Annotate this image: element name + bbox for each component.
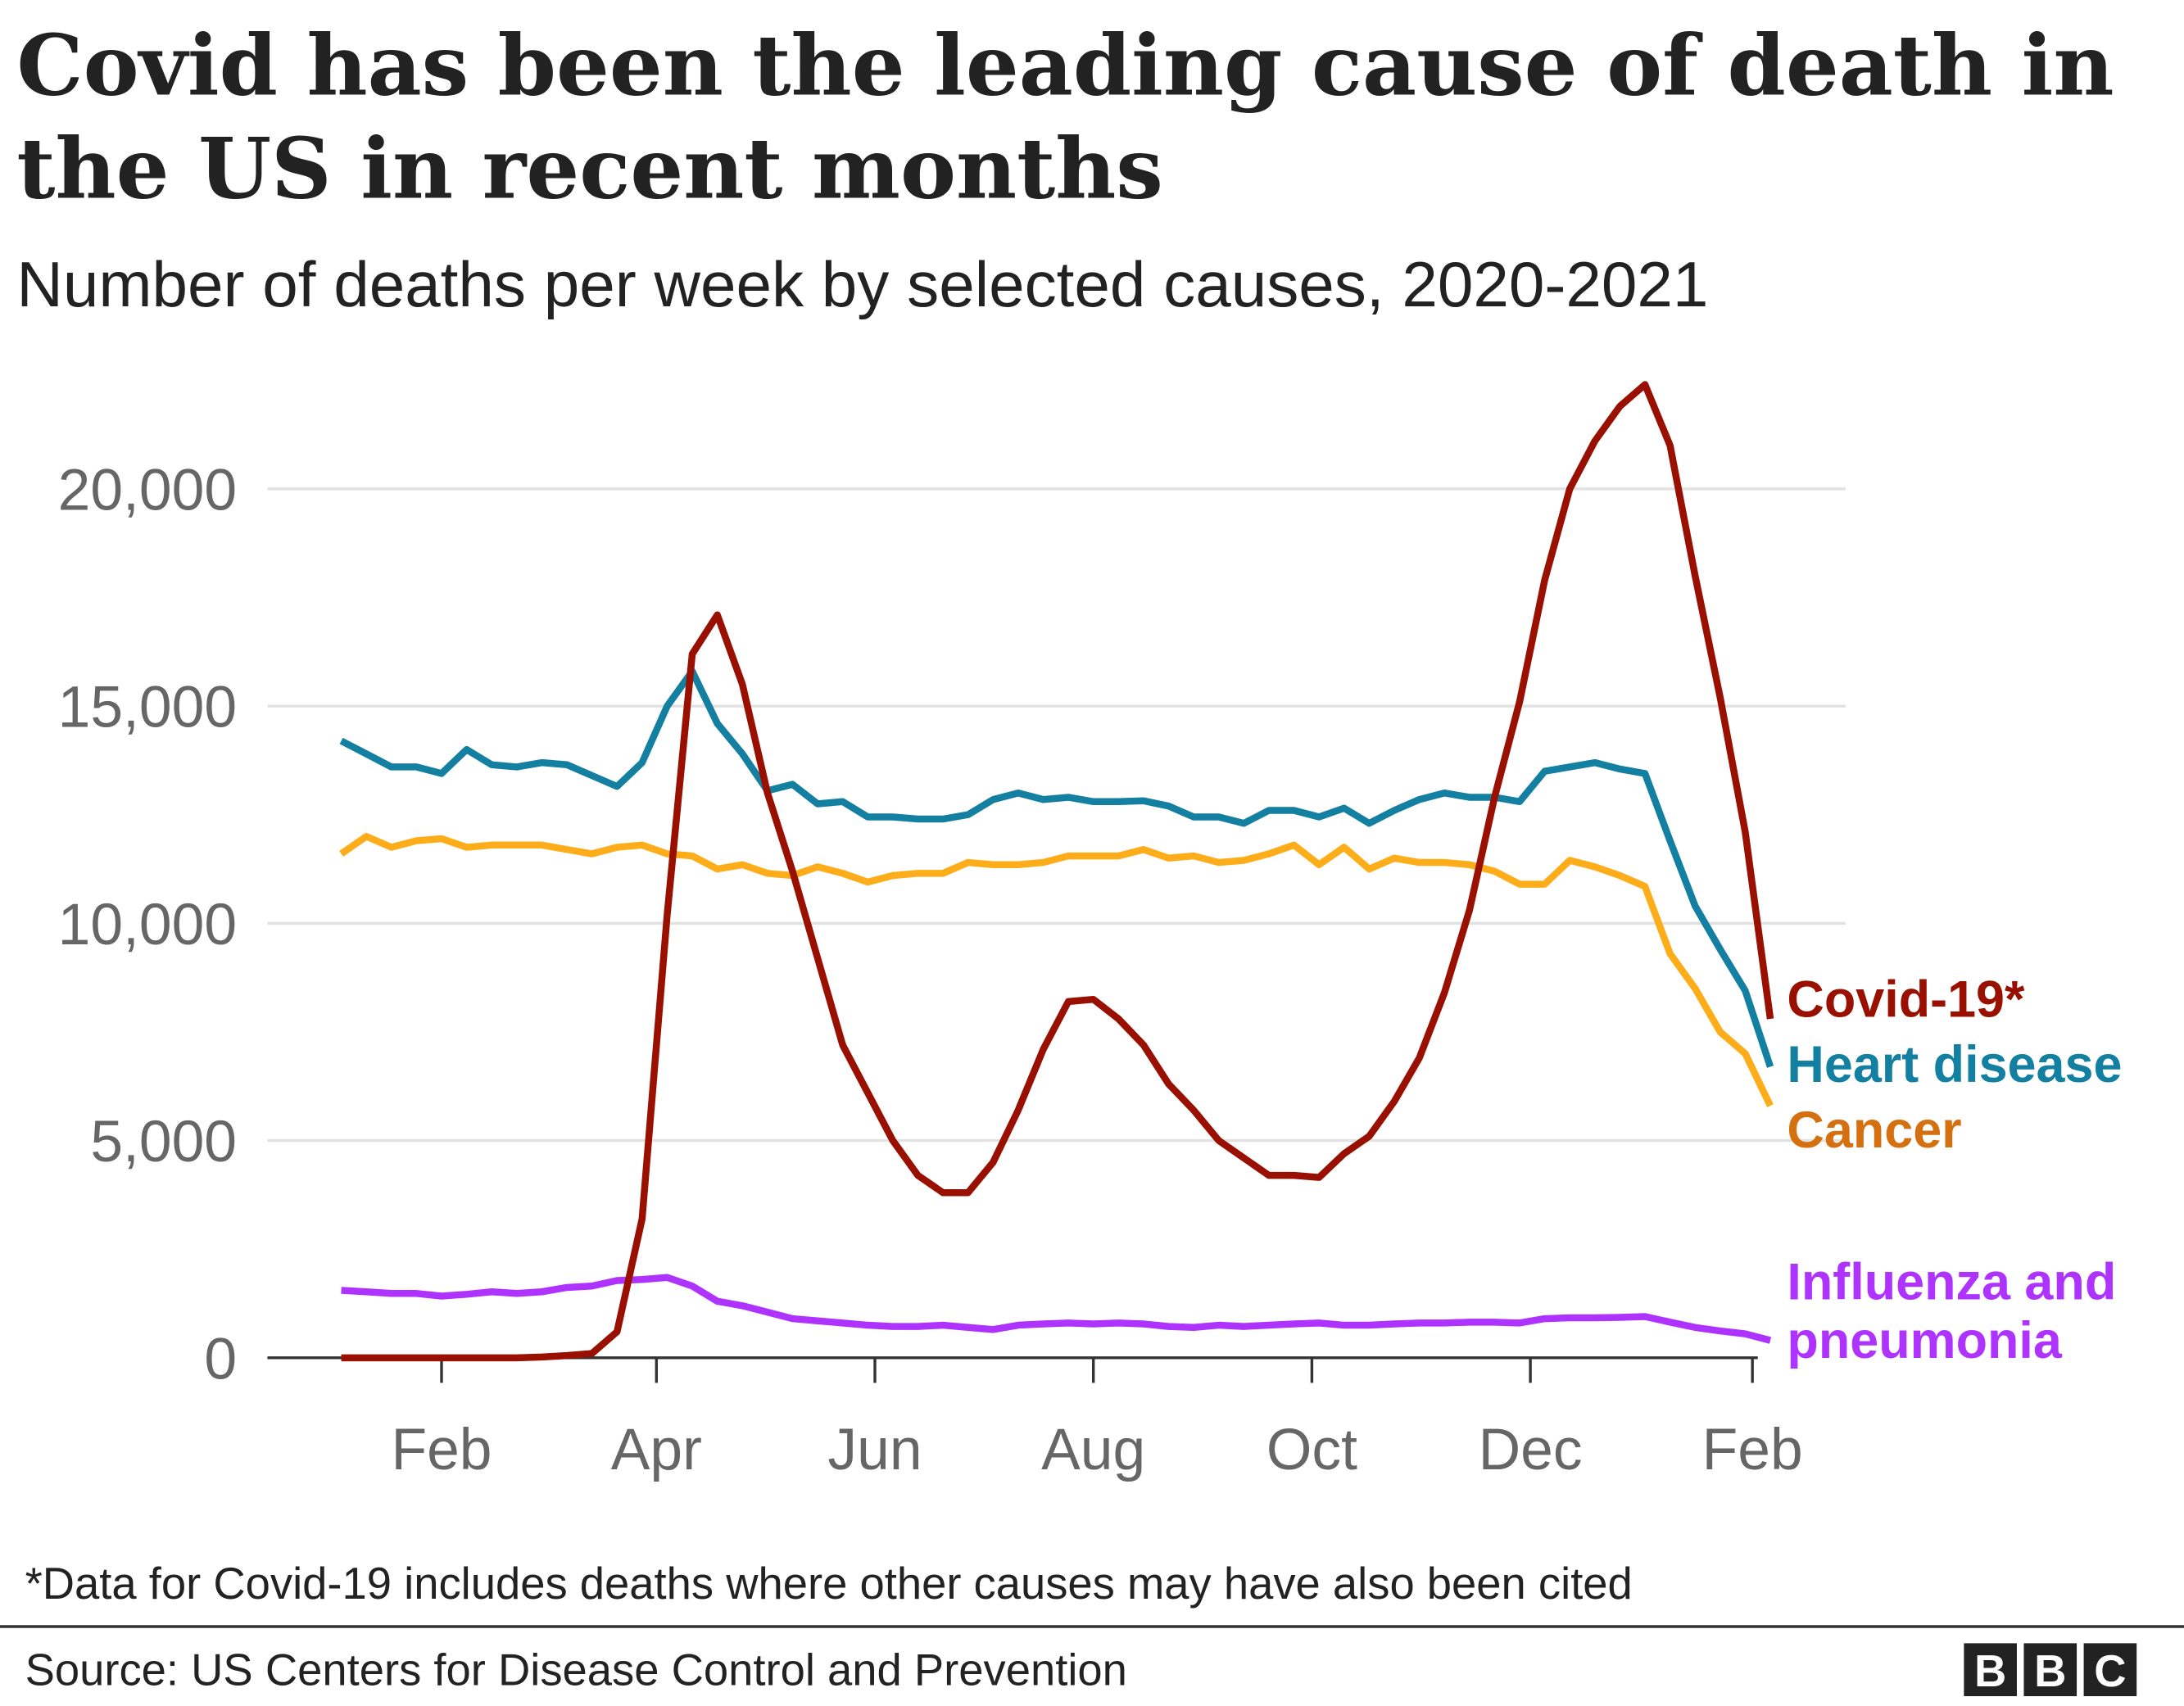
chart-subtitle: Number of deaths per week by selected ca… bbox=[16, 248, 1708, 320]
x-axis: Feb Apr Jun Aug Oct Dec Feb bbox=[391, 1357, 1803, 1482]
y-tick-label: 15,000 bbox=[58, 675, 237, 740]
gridlines bbox=[267, 487, 1846, 1143]
x-tick-label: Dec bbox=[1479, 1417, 1583, 1482]
series-line-cancer bbox=[339, 833, 1774, 1107]
svg-text:C: C bbox=[2094, 1646, 2126, 1696]
x-tick-label: Jun bbox=[827, 1417, 922, 1482]
legend-label: Heart disease bbox=[1787, 1036, 2122, 1093]
x-tick-label: Feb bbox=[391, 1417, 492, 1482]
footnote: *Data for Covid-19 includes deaths where… bbox=[25, 1559, 1633, 1609]
source-text: Source: US Centers for Disease Control a… bbox=[25, 1645, 1127, 1695]
series-line-influenza-and-pneumonia bbox=[341, 1274, 1772, 1344]
legend-label: pneumonia bbox=[1787, 1312, 2062, 1369]
bbc-logo: B B C bbox=[1964, 1643, 2137, 1696]
legend: Covid-19* Heart disease Cancer Influenza an… bbox=[1787, 971, 2122, 1369]
y-axis: 0 5,000 10,000 15,000 20,000 bbox=[58, 457, 237, 1391]
y-tick-label: 20,000 bbox=[58, 457, 237, 523]
y-tick-label: 0 bbox=[204, 1326, 237, 1391]
y-tick-label: 5,000 bbox=[90, 1109, 237, 1174]
svg-text:B: B bbox=[2034, 1646, 2066, 1696]
svg-text:B: B bbox=[1974, 1646, 2006, 1696]
series-lines bbox=[339, 381, 1774, 1362]
series-line-covid-19 bbox=[341, 381, 1774, 1362]
x-tick-label: Apr bbox=[611, 1417, 702, 1482]
x-tick-label: Oct bbox=[1266, 1417, 1357, 1482]
y-tick-label: 10,000 bbox=[58, 892, 237, 957]
chart-title-line-1: Covid has been the leading cause of deat… bbox=[16, 17, 2114, 115]
legend-label: Influenza and bbox=[1787, 1253, 2116, 1310]
x-tick-label: Feb bbox=[1702, 1417, 1803, 1482]
legend-label: Covid-19* bbox=[1787, 971, 2025, 1028]
chart-title-line-2: the US in recent months bbox=[16, 120, 1162, 219]
legend-label: Cancer bbox=[1787, 1102, 1961, 1159]
series-line-heart-disease bbox=[339, 667, 1774, 1068]
x-tick-label: Aug bbox=[1041, 1417, 1145, 1482]
